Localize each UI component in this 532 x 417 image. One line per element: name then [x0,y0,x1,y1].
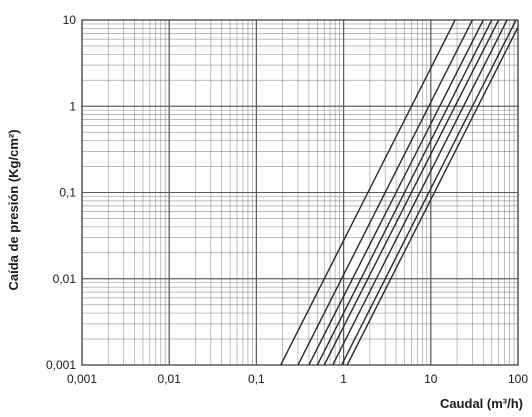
x-tick-label: 0,001 [67,372,97,386]
curve-line-3 [308,20,484,365]
y-axis-label: Caída de presión (Kg/cm²) [6,129,21,290]
y-tick-label: 0,01 [53,272,77,286]
curve-line-2 [297,20,474,365]
curve-line-6 [332,20,508,365]
x-tick-label: 0,01 [158,372,182,386]
x-tick-label: 100 [508,372,528,386]
curve-line-5 [323,20,500,365]
x-axis-label: Caudal (m³/h) [440,396,523,411]
y-tick-label: 0,001 [46,358,76,372]
x-tick-label: 10 [424,372,438,386]
y-tick-label: 1 [69,99,76,113]
x-tick-labels: 0,001 0,01 0,1 1 10 100 [67,372,528,386]
curves [280,20,518,365]
y-tick-label: 10 [63,13,77,27]
y-tick-labels: 0,001 0,01 0,1 1 10 [46,13,76,372]
curve-line-8 [346,25,518,365]
x-tick-label: 0,1 [248,372,265,386]
x-tick-label: 1 [340,372,347,386]
y-tick-label: 0,1 [59,186,76,200]
curve-line-7 [341,20,517,365]
curve-line-1 [280,20,456,365]
curve-line-4 [316,20,493,365]
plot-frame [81,19,519,366]
